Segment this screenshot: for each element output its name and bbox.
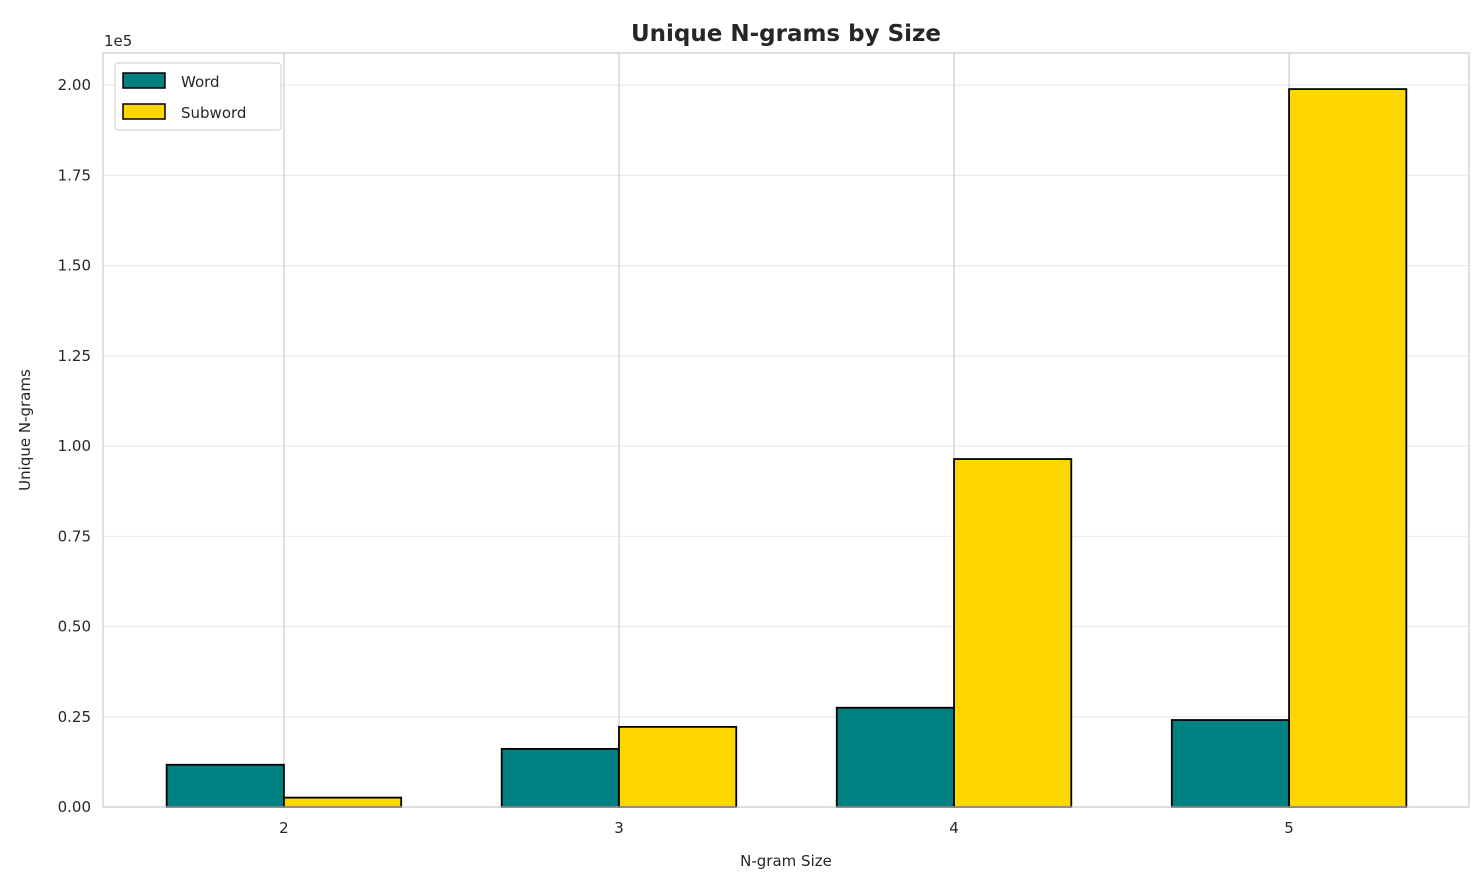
legend-swatch-word (122, 72, 166, 89)
y-axis-label: Unique N-grams (16, 369, 34, 491)
y-tick-label: 1.00 (58, 437, 91, 455)
x-ticks: 2 3 4 5 (279, 819, 1294, 837)
bar-word-4 (835, 706, 955, 808)
legend-label-subword: Subword (181, 104, 246, 122)
bar-word-5 (1170, 719, 1290, 808)
legend-swatch-subword (122, 103, 166, 120)
bar-word-3 (500, 747, 620, 808)
grid (103, 53, 1469, 808)
x-tick-label: 5 (1284, 819, 1294, 837)
x-tick-label: 2 (279, 819, 289, 837)
y-tick-label: 0.75 (58, 527, 91, 545)
y-offset-label: 1e5 (104, 32, 132, 50)
bar-subword-3 (618, 725, 738, 808)
x-tick-label: 3 (614, 819, 624, 837)
y-tick-label: 1.50 (58, 257, 91, 275)
y-tick-label: 2.00 (58, 76, 91, 94)
bar-word-2 (165, 763, 285, 808)
bars (165, 88, 1408, 808)
bar-subword-4 (953, 458, 1073, 808)
y-ticks: 0.00 0.25 0.50 0.75 1.00 1.25 1.50 1.75 2.00 (58, 76, 91, 816)
chart-title: Unique N-grams by Size (631, 21, 941, 47)
legend: Word Subword (114, 62, 282, 131)
y-tick-label: 1.75 (58, 166, 91, 184)
y-tick-label: 1.25 (58, 347, 91, 365)
bar-subword-2 (283, 796, 403, 808)
y-tick-label: 0.50 (58, 618, 91, 636)
y-tick-label: 0.00 (58, 798, 91, 816)
y-tick-label: 0.25 (58, 708, 91, 726)
bar-subword-5 (1288, 88, 1408, 808)
plot-frame (102, 52, 1470, 808)
x-tick-label: 4 (949, 819, 959, 837)
legend-label-word: Word (181, 73, 220, 91)
x-axis-label: N-gram Size (740, 852, 832, 870)
